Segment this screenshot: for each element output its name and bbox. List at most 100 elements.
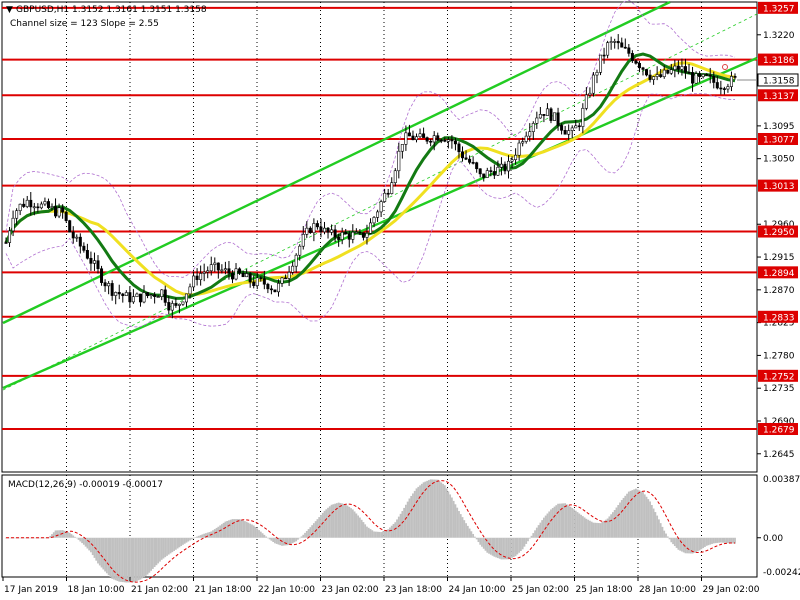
- macd-bar: [721, 537, 724, 543]
- ma-slow-line[interactable]: [4, 61, 736, 297]
- candle-body: [347, 233, 351, 240]
- macd-bar: [44, 537, 46, 539]
- macd-bar: [728, 537, 731, 544]
- candle-body: [170, 303, 174, 311]
- macd-bar: [673, 537, 676, 547]
- macd-bar: [256, 528, 259, 538]
- macd-bar: [111, 537, 114, 579]
- candle-body: [666, 69, 670, 74]
- macd-bar: [236, 519, 239, 538]
- x-tick-label: 17 Jan 2019: [4, 585, 58, 595]
- candle-body: [563, 130, 567, 135]
- candle-body: [78, 236, 82, 247]
- macd-bar: [199, 535, 202, 538]
- macd-bar: [151, 537, 154, 569]
- macd-bar: [353, 511, 356, 538]
- macd-bar: [116, 537, 119, 581]
- candle-body: [422, 133, 426, 138]
- candle-body: [209, 264, 213, 272]
- macd-bar: [397, 516, 400, 538]
- macd-bar: [530, 535, 533, 538]
- macd-bar: [162, 537, 165, 559]
- macd-bar: [355, 513, 358, 538]
- macd-bar: [638, 490, 641, 538]
- macd-bar: [578, 513, 581, 538]
- candle-body: [351, 231, 355, 240]
- candle-body: [54, 206, 58, 217]
- symbol-dropdown-icon[interactable]: ▼: [6, 5, 13, 15]
- candle-body: [545, 108, 549, 116]
- macd-bar: [620, 500, 623, 538]
- macd-bar: [323, 510, 326, 538]
- macd-bar: [679, 537, 682, 551]
- macd-bar: [619, 502, 621, 538]
- channel-lower-line[interactable]: [2, 56, 758, 390]
- y-tick-label: 1.2915: [763, 253, 795, 263]
- macd-bar: [265, 536, 268, 538]
- candle-body: [50, 206, 54, 208]
- macd-bar: [610, 514, 613, 538]
- candle-body: [85, 250, 89, 259]
- macd-bar: [300, 536, 303, 538]
- macd-bar: [233, 519, 236, 538]
- macd-bar: [224, 521, 227, 538]
- macd-bar: [696, 537, 699, 552]
- candle-body: [259, 277, 263, 280]
- macd-bar: [482, 537, 485, 549]
- macd-bar: [691, 537, 694, 554]
- macd-bar: [475, 537, 478, 540]
- candle-body: [535, 117, 539, 124]
- macd-bar: [433, 479, 436, 538]
- macd-bar: [56, 530, 59, 538]
- macd-bar: [550, 509, 552, 538]
- candle-body: [163, 289, 167, 303]
- macd-bar: [205, 533, 207, 538]
- candle-body: [514, 154, 518, 160]
- macd-bar: [557, 503, 559, 538]
- macd-bar: [615, 507, 618, 538]
- y-tick-label: 1.2645: [763, 450, 795, 460]
- macd-bar: [470, 531, 473, 538]
- macd-bar: [346, 505, 349, 538]
- candle-body: [645, 69, 649, 76]
- macd-bar: [412, 493, 414, 538]
- macd-bar: [139, 537, 142, 580]
- macd-bar: [137, 537, 140, 581]
- macd-bar: [167, 537, 170, 555]
- bollinger-lower: [5, 93, 736, 328]
- macd-bar: [38, 537, 41, 539]
- macd-bar: [327, 507, 329, 538]
- channel-upper-line[interactable]: [2, 0, 671, 325]
- macd-bar: [81, 537, 83, 544]
- candle-body: [634, 60, 638, 64]
- macd-bar: [539, 522, 542, 538]
- macd-bar: [727, 537, 729, 544]
- macd-bar: [659, 523, 662, 538]
- candle-body: [390, 182, 394, 194]
- macd-bar: [102, 537, 105, 570]
- macd-bar: [330, 504, 333, 538]
- candle-body: [103, 282, 107, 287]
- macd-bar: [438, 481, 441, 538]
- candle-body: [705, 74, 709, 76]
- candle-body: [415, 136, 419, 141]
- macd-bar: [693, 537, 696, 553]
- macd-bar: [528, 537, 531, 539]
- macd-bar: [601, 522, 604, 538]
- macd-bar: [640, 491, 643, 538]
- candle-body: [312, 223, 316, 234]
- macd-bar: [238, 519, 241, 538]
- macd-bar: [180, 537, 183, 547]
- macd-bar: [493, 537, 496, 557]
- candle-body: [425, 137, 429, 142]
- macd-bar: [341, 503, 344, 538]
- macd-bar: [396, 519, 398, 538]
- macd-bar: [275, 537, 278, 544]
- candle-body: [591, 74, 595, 94]
- macd-bar: [461, 517, 464, 538]
- macd-bar: [532, 533, 535, 538]
- macd-tick-label: -0.00242: [763, 568, 800, 578]
- candle-body: [361, 232, 365, 238]
- candle-body: [450, 139, 454, 142]
